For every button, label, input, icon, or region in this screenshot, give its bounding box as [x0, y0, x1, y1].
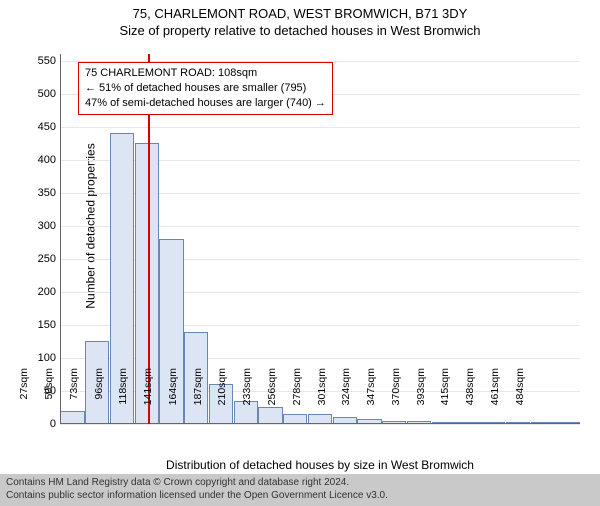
x-tick-label: 415sqm — [439, 365, 451, 426]
x-tick-label: 370sqm — [390, 365, 402, 426]
chart-area: 75 CHARLEMONT ROAD: 108sqm ← 51% of deta… — [60, 54, 580, 424]
annotation-line2: ← 51% of detached houses are smaller (79… — [85, 81, 326, 96]
x-tick-label: 27sqm — [18, 365, 30, 426]
x-tick-label: 278sqm — [291, 365, 303, 426]
footer-line2: Contains public sector information licen… — [6, 490, 594, 503]
y-tick-label: 500 — [16, 88, 56, 100]
y-tick-label: 150 — [16, 319, 56, 331]
x-tick-label: 438sqm — [464, 365, 476, 426]
x-tick-label: 73sqm — [68, 365, 80, 426]
y-tick-label: 200 — [16, 286, 56, 298]
x-tick-label: 324sqm — [340, 365, 352, 426]
x-tick-label: 210sqm — [216, 365, 228, 426]
x-tick-label: 164sqm — [167, 365, 179, 426]
x-tick-label: 347sqm — [365, 365, 377, 426]
y-tick-label: 450 — [16, 121, 56, 133]
annotation-line1: 75 CHARLEMONT ROAD: 108sqm — [85, 66, 326, 81]
x-tick-label: 96sqm — [93, 365, 105, 426]
chart-title-line1: 75, CHARLEMONT ROAD, WEST BROMWICH, B71 … — [0, 6, 600, 21]
footer-line1: Contains HM Land Registry data © Crown c… — [6, 477, 594, 490]
x-tick-label: 50sqm — [43, 365, 55, 426]
x-tick-label: 233sqm — [241, 365, 253, 426]
x-tick-label: 141sqm — [142, 365, 154, 426]
x-tick-label: 256sqm — [266, 365, 278, 426]
annotation-box: 75 CHARLEMONT ROAD: 108sqm ← 51% of deta… — [78, 62, 333, 115]
y-tick-label: 300 — [16, 220, 56, 232]
y-axis-line — [60, 54, 61, 424]
x-tick-label: 393sqm — [415, 365, 427, 426]
y-tick-label: 350 — [16, 187, 56, 199]
x-tick-label: 301sqm — [316, 365, 328, 426]
y-tick-label: 550 — [16, 55, 56, 67]
y-tick-label: 100 — [16, 352, 56, 364]
annotation-line3: 47% of semi-detached houses are larger (… — [85, 96, 326, 111]
x-axis-label: Distribution of detached houses by size … — [60, 458, 580, 472]
x-tick-label: 461sqm — [489, 365, 501, 426]
y-tick-label: 250 — [16, 253, 56, 265]
x-tick-label: 484sqm — [514, 365, 526, 426]
footer-attribution: Contains HM Land Registry data © Crown c… — [0, 474, 600, 506]
x-tick-label: 187sqm — [192, 365, 204, 426]
x-tick-label: 118sqm — [117, 365, 129, 426]
chart-title-line2: Size of property relative to detached ho… — [0, 23, 600, 38]
y-tick-label: 400 — [16, 154, 56, 166]
